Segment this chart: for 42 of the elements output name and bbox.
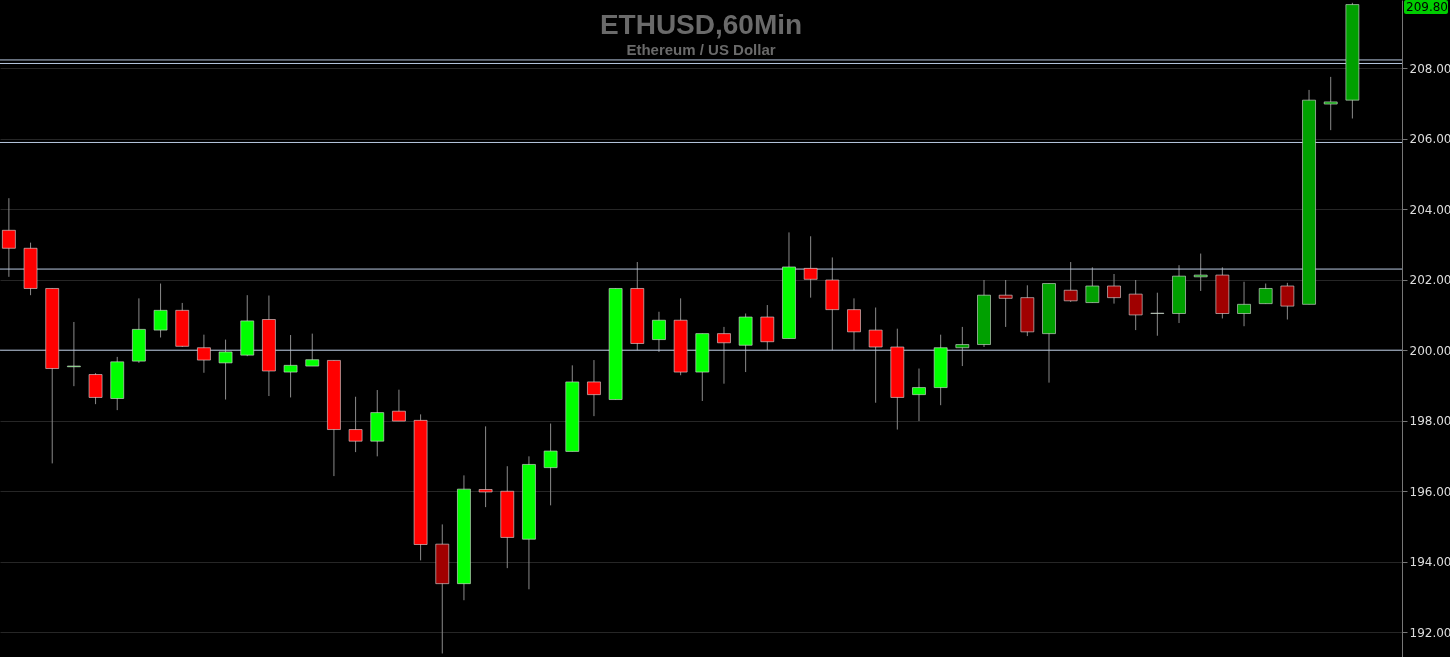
y-tick-label: 200.00: [1409, 343, 1450, 358]
candlestick: [543, 423, 558, 506]
candlestick: [283, 334, 298, 398]
candlestick: [348, 396, 363, 453]
candlestick: [651, 311, 666, 353]
y-tick-label: 202.00: [1409, 273, 1450, 288]
candlestick: [196, 334, 211, 374]
candlestick: [1280, 282, 1295, 321]
candlestick: [305, 333, 320, 367]
candlestick: [88, 372, 103, 405]
y-tick-label: 196.00: [1409, 484, 1450, 499]
candlestick: [868, 307, 883, 404]
candlestick: [803, 235, 818, 299]
candlestick: [1128, 279, 1143, 331]
candlestick: [218, 339, 233, 401]
y-tick-label: 194.00: [1409, 555, 1450, 570]
candlestick: [1323, 76, 1338, 131]
candlestick: [846, 297, 861, 351]
y-tick-label: 206.00: [1409, 132, 1450, 147]
candlestick: [1107, 273, 1122, 305]
candlestick: [153, 283, 168, 338]
chart-title: ETHUSD,60Min: [599, 9, 803, 40]
y-tick-label: 198.00: [1409, 414, 1450, 429]
candlestick: [998, 279, 1013, 328]
candlestick: [911, 368, 926, 422]
candlestick: [478, 425, 493, 508]
candlestick: [1, 197, 16, 278]
candlestick: [1063, 261, 1078, 303]
y-tick-label: 192.00: [1409, 625, 1450, 640]
candlestick: [66, 321, 81, 387]
y-tick-label: 208.00: [1409, 61, 1450, 76]
text: 209.80: [1406, 0, 1448, 14]
text: Ethereum / US Dollar: [626, 41, 776, 58]
y-tick-label: 204.00: [1409, 202, 1450, 217]
candlestick: [391, 389, 406, 422]
candlestick: [1237, 281, 1252, 327]
candlestick: [1258, 283, 1273, 305]
candlestick: [716, 326, 731, 385]
candlestick: [1193, 253, 1208, 292]
candlestick: [1085, 266, 1100, 304]
candlestick: [955, 326, 970, 367]
candlestick: [586, 359, 601, 417]
